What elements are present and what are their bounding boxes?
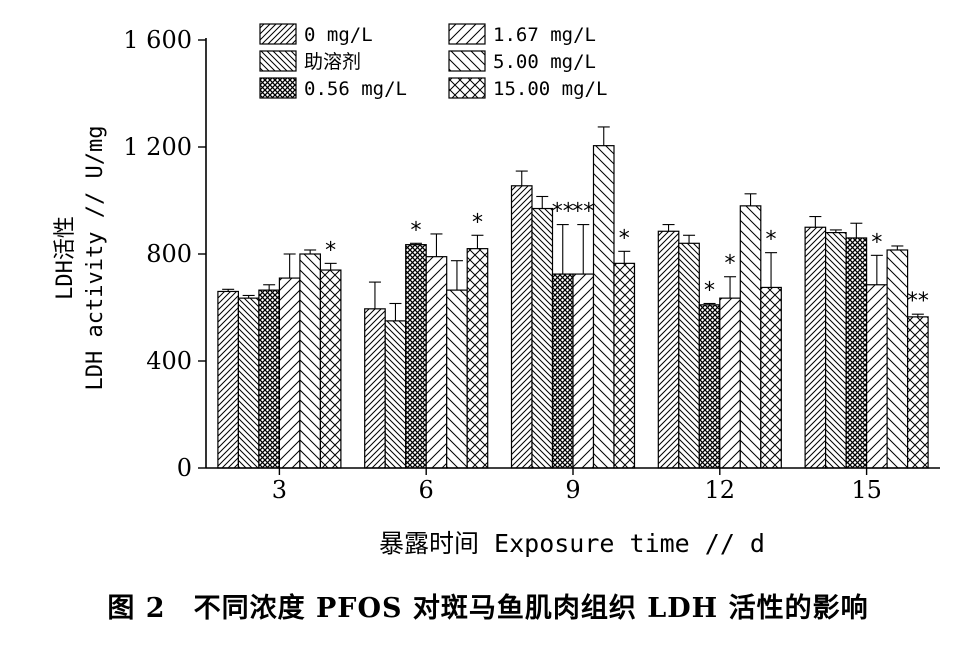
bar-0-0 bbox=[217, 290, 239, 469]
bar-4-4 bbox=[886, 249, 909, 469]
bar-3-3 bbox=[719, 297, 741, 469]
legend-label-1: 助溶剂 bbox=[304, 51, 361, 73]
legend: 0 mg/L 助溶剂 0.56 mg/L 1.67 mg/L 5.00 mg/L 15.0… bbox=[259, 23, 607, 100]
legend-label-5: 15.00 mg/L bbox=[493, 78, 607, 100]
bar-4-2 bbox=[592, 145, 615, 469]
bar-4-1 bbox=[446, 289, 468, 469]
significance-label-2-3: * bbox=[704, 278, 715, 303]
y-axis-title-line1: LDH活性 bbox=[53, 216, 78, 300]
y-tick-label-4: 1 600 bbox=[123, 26, 192, 54]
bar-1-1 bbox=[384, 320, 407, 469]
chart: LDH活性 LDH activity // U/mg 暴露时间 Exposure… bbox=[53, 23, 940, 558]
bar-0-1 bbox=[364, 308, 386, 469]
significance-label-3-3: * bbox=[725, 252, 736, 277]
y-axis-title: LDH活性 LDH activity // U/mg bbox=[53, 126, 108, 391]
bar-5-2 bbox=[613, 262, 636, 469]
bar-2-3 bbox=[698, 304, 721, 469]
significance-label-2-1: * bbox=[410, 218, 421, 243]
y-axis-title-line2: LDH activity // U/mg bbox=[83, 126, 108, 391]
y-tick-label-3: 1 200 bbox=[123, 133, 192, 161]
bar-1-0 bbox=[237, 297, 260, 469]
x-tick-label-1: 6 bbox=[419, 476, 434, 504]
bar-3-0 bbox=[278, 277, 301, 469]
legend-swatch-5 bbox=[448, 77, 486, 99]
legend-label-3: 1.67 mg/L bbox=[493, 24, 596, 46]
legend-swatch-0 bbox=[259, 23, 297, 45]
y-tick-label-0: 0 bbox=[177, 454, 192, 482]
bar-1-4 bbox=[824, 232, 847, 469]
y-tick-label-1: 400 bbox=[146, 347, 192, 375]
legend-label-4: 5.00 mg/L bbox=[493, 51, 596, 73]
y-tick-label-2: 800 bbox=[146, 240, 192, 268]
bar-3-4 bbox=[865, 284, 888, 469]
figure-caption: 图 2 不同浓度 PFOS 对斑马鱼肌肉组织 LDH 活性的影响 bbox=[107, 593, 869, 624]
bar-4-3 bbox=[739, 205, 762, 469]
bar-3-1 bbox=[425, 256, 448, 469]
bar-2-1 bbox=[405, 244, 427, 469]
bar-2-2 bbox=[551, 273, 574, 469]
bar-5-0 bbox=[319, 269, 342, 469]
bar-3-2 bbox=[572, 273, 595, 469]
bar-5-4 bbox=[906, 316, 929, 469]
legend-swatch-1 bbox=[259, 50, 297, 72]
legend-label-0: 0 mg/L bbox=[304, 24, 373, 46]
bar-0-2 bbox=[510, 185, 533, 469]
significance-label-5-0: * bbox=[325, 238, 336, 263]
x-tick-label-2: 9 bbox=[565, 476, 580, 504]
bar-2-4 bbox=[845, 237, 868, 469]
significance-label-2-2: ** bbox=[552, 200, 574, 225]
x-axis-title: 暴露时间 Exposure time // d bbox=[379, 529, 765, 558]
legend-swatch-2 bbox=[259, 77, 297, 99]
significance-label-3-2: ** bbox=[572, 200, 594, 225]
bar-4-0 bbox=[299, 253, 321, 469]
significance-label-5-3: * bbox=[766, 228, 777, 253]
legend-label-2: 0.56 mg/L bbox=[304, 78, 407, 100]
x-tick-label-4: 15 bbox=[851, 476, 882, 504]
legend-swatch-4 bbox=[448, 50, 486, 72]
significance-label-5-4: ** bbox=[907, 289, 929, 314]
legend-swatch-3 bbox=[448, 23, 486, 45]
significance-label-5-1: * bbox=[472, 210, 483, 235]
bar-1-3 bbox=[678, 242, 700, 469]
bar-0-3 bbox=[657, 230, 680, 469]
significance-label-3-4: * bbox=[871, 230, 882, 255]
bar-1-2 bbox=[531, 207, 554, 469]
bar-5-3 bbox=[760, 286, 782, 469]
axes-layer: 0 400 800 1 200 1 600 3 6 9 12 15 bbox=[123, 26, 940, 504]
bar-5-1 bbox=[466, 248, 489, 469]
bar-2-0 bbox=[258, 289, 280, 469]
x-tick-label-3: 12 bbox=[705, 476, 736, 504]
bars-layer: *********** *** bbox=[217, 126, 929, 469]
bar-0-4 bbox=[804, 226, 827, 469]
x-tick-label-0: 3 bbox=[272, 476, 287, 504]
significance-label-5-2: * bbox=[619, 226, 630, 251]
